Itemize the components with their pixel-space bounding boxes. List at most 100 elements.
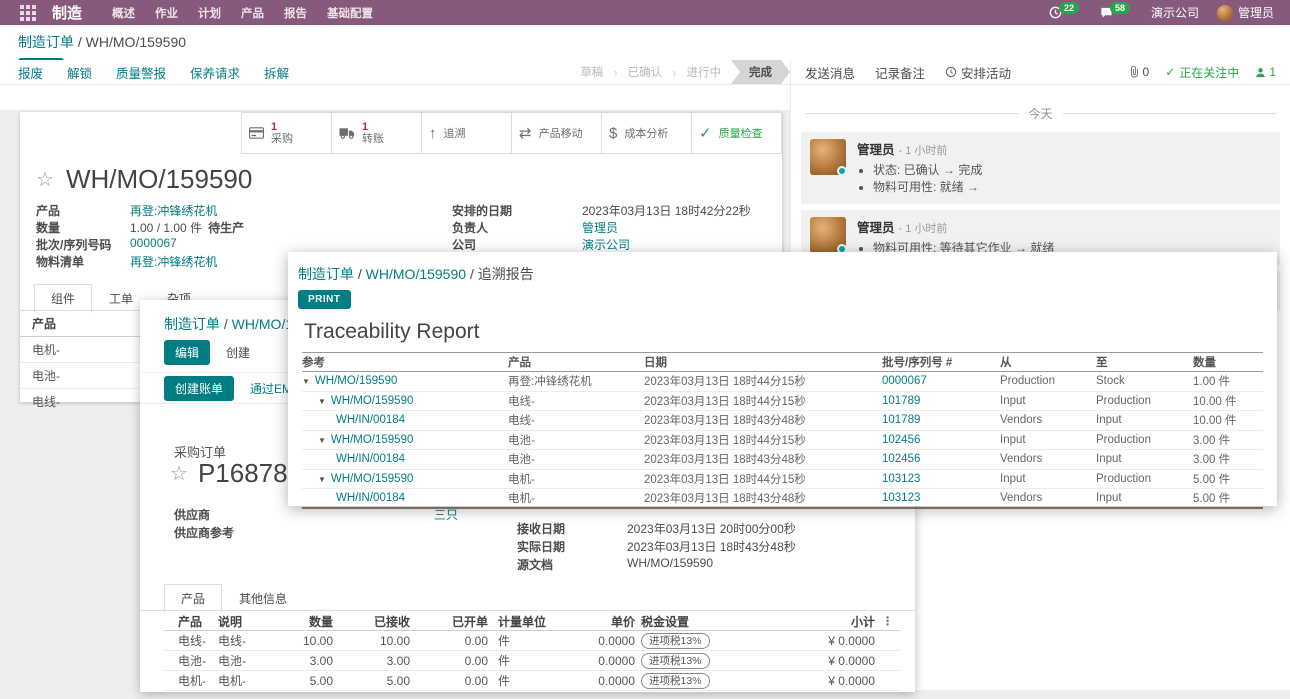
lot-link[interactable]: 0000067 [130, 236, 177, 250]
send-message-button[interactable]: 发送消息 [805, 66, 856, 81]
nav-item-overview[interactable]: 概述 [112, 7, 136, 20]
trace-row[interactable]: WH/IN/00184 电线- 2023年03月13日 18时43分48秒 101… [302, 411, 1263, 431]
optional-columns-icon[interactable]: ⋮ [881, 614, 894, 628]
field-label: 安排的日期 [452, 204, 513, 218]
responsible-link[interactable]: 管理员 [582, 221, 619, 235]
quality-alert-button[interactable]: 质量警报 [116, 66, 167, 81]
tab-products[interactable]: 产品 [164, 584, 223, 613]
lot-link[interactable]: 0000067 [882, 375, 927, 388]
col-uom: 计量单位 [498, 614, 547, 629]
tab-other-info[interactable]: 其他信息 [239, 592, 288, 606]
button-row: 编辑 创建 [164, 340, 258, 365]
field-label: 公司 [452, 238, 477, 252]
credit-card-icon [249, 127, 264, 139]
print-button[interactable]: PRINT [298, 290, 351, 309]
breadcrumb-root[interactable]: 制造订单 [298, 266, 354, 282]
company-switcher[interactable]: 演示公司 [1150, 6, 1199, 20]
reference-link[interactable]: WH/IN/00184 [336, 453, 406, 466]
status-in-progress[interactable]: 进行中 [686, 67, 722, 79]
transfers-smart-button[interactable]: 1 转账 [331, 112, 422, 154]
unbuild-button[interactable]: 拆解 [264, 66, 290, 81]
vendor-link[interactable]: 三只 [434, 508, 459, 522]
chatter-toolbar: 发送消息 记录备注 安排活动 0 ✓ 正在关注中 1 [790, 60, 1290, 85]
followers-button[interactable]: 1 [1255, 65, 1276, 79]
lot-link[interactable]: 102456 [882, 453, 921, 466]
reference-link[interactable]: WH/IN/00184 [336, 414, 406, 427]
trace-row[interactable]: WH/IN/00184 电机- 2023年03月13日 18时43分48秒 103… [302, 489, 1263, 509]
nav-item-products[interactable]: 产品 [241, 7, 265, 20]
nav-item-reporting[interactable]: 报告 [284, 7, 308, 20]
message-author[interactable]: 管理员 [857, 143, 895, 157]
lot-link[interactable]: 101789 [882, 394, 921, 407]
nav-item-planning[interactable]: 计划 [198, 7, 222, 20]
reference-link[interactable]: WH/MO/159590 [330, 394, 414, 407]
expand-caret-icon[interactable]: ▼ [302, 377, 310, 387]
favorite-star-icon[interactable]: ☆ [170, 463, 188, 485]
reference-link[interactable]: WH/MO/159590 [330, 472, 414, 485]
product-moves-smart-button[interactable]: ⇄ 产品移动 [511, 112, 602, 154]
breadcrumb-root[interactable]: 制造订单 [164, 316, 220, 332]
quality-check-smart-button[interactable]: ✓ 质量检查 [691, 112, 782, 154]
cost-analysis-smart-button[interactable]: $ 成本分析 [601, 112, 692, 154]
following-button[interactable]: ✓ 正在关注中 [1165, 65, 1240, 80]
trace-row[interactable]: ▼ WH/MO/159590 电线- 2023年03月13日 18时44分15秒 1… [302, 392, 1263, 411]
breadcrumb-root[interactable]: 制造订单 [18, 34, 74, 50]
tab-components[interactable]: 组件 [34, 284, 93, 313]
apps-grid-icon[interactable] [20, 4, 36, 21]
lot-link[interactable]: 102456 [882, 433, 921, 446]
activity-count-badge[interactable]: 22 [1058, 1, 1079, 14]
tracking-change: 状态: 已确认 → 完成 [873, 162, 1272, 179]
app-name[interactable]: 制造 [52, 5, 83, 22]
tab-work-orders[interactable]: 工单 [109, 292, 134, 306]
activities-icon[interactable]: 22 [1049, 1, 1082, 19]
product-link[interactable]: 再登:冲锋绣花机 [130, 204, 218, 218]
log-note-button[interactable]: 记录备注 [875, 66, 926, 81]
trace-row[interactable]: ▼ WH/MO/159590 电机- 2023年03月13日 18时44分15秒 1… [302, 470, 1263, 489]
bom-link[interactable]: 再登:冲锋绣花机 [130, 255, 218, 269]
create-bill-button[interactable]: 创建账单 [164, 375, 235, 401]
attachments-button[interactable]: 0 [1129, 65, 1149, 79]
schedule-activity-button[interactable]: 安排活动 [945, 63, 1011, 82]
unlock-button[interactable]: 解锁 [67, 66, 93, 81]
trace-row[interactable]: WH/IN/00184 电池- 2023年03月13日 18时43分48秒 102… [302, 450, 1263, 470]
field-label: 供应商参考 [174, 526, 235, 540]
breadcrumb-separator: / [77, 34, 82, 50]
quantity-value: 1.00 / 1.00 件 [130, 221, 203, 235]
order-line-row[interactable]: 电机- 电机- 5.00 5.00 0.00 件 0.0000 进项税13% ¥ 0.0… [164, 671, 900, 691]
nav-item-configuration[interactable]: 基础配置 [327, 7, 374, 20]
expand-caret-icon[interactable]: ▼ [318, 435, 326, 445]
reference-link[interactable]: WH/MO/159590 [330, 433, 414, 446]
maintenance-request-button[interactable]: 保养请求 [190, 66, 241, 81]
scrap-button[interactable]: 报废 [18, 66, 44, 81]
order-line-row[interactable]: 电池- 电池- 3.00 3.00 0.00 件 0.0000 进项税13% ¥ 0.0… [164, 651, 900, 671]
create-button[interactable]: 创建 [226, 346, 251, 360]
user-menu[interactable]: 管理员 [1216, 4, 1274, 21]
breadcrumb-mid[interactable]: WH/MO/159590 [365, 266, 467, 282]
order-line-row[interactable]: 电线- 电线- 10.00 10.00 0.00 件 0.0000 进项税13% ¥ 0… [164, 631, 900, 651]
lot-link[interactable]: 103123 [882, 491, 921, 504]
traceability-smart-button[interactable]: ↑ 追溯 [421, 112, 512, 154]
lot-link[interactable]: 103123 [882, 472, 921, 485]
reference-link[interactable]: WH/IN/00184 [336, 491, 406, 504]
edit-button[interactable]: 编辑 [164, 340, 211, 365]
lot-link[interactable]: 101789 [882, 414, 921, 427]
tax-badge: 进项税13% [641, 652, 710, 669]
message-count-badge[interactable]: 58 [1109, 1, 1130, 14]
expand-caret-icon[interactable]: ▼ [318, 396, 326, 406]
company-link[interactable]: 演示公司 [582, 238, 631, 252]
purchases-smart-button[interactable]: 1 采购 [241, 112, 332, 154]
favorite-star-icon[interactable]: ☆ [36, 169, 54, 191]
nav-item-operations[interactable]: 作业 [155, 7, 179, 20]
trace-row[interactable]: ▼ WH/MO/159590 电池- 2023年03月13日 18时44分15秒 1… [302, 431, 1263, 450]
trace-row[interactable]: ▼ WH/MO/159590 再登:冲锋绣花机 2023年03月13日 18时44分… [302, 372, 1263, 392]
messages-icon[interactable]: 58 [1100, 1, 1133, 19]
status-done[interactable]: 完成 [731, 60, 790, 84]
reference-link[interactable]: WH/MO/159590 [314, 375, 398, 388]
status-draft[interactable]: 草稿 [580, 67, 604, 79]
mo-reference: WH/MO/159590 [65, 164, 253, 194]
table-header-row: 参考 产品 日期 批号/序列号 # 从 至 数量 [302, 352, 1263, 372]
expand-caret-icon[interactable]: ▼ [318, 474, 326, 484]
message-author[interactable]: 管理员 [857, 221, 895, 235]
field-label: 接收日期 [517, 522, 566, 536]
status-confirmed[interactable]: 已确认 [627, 67, 663, 79]
